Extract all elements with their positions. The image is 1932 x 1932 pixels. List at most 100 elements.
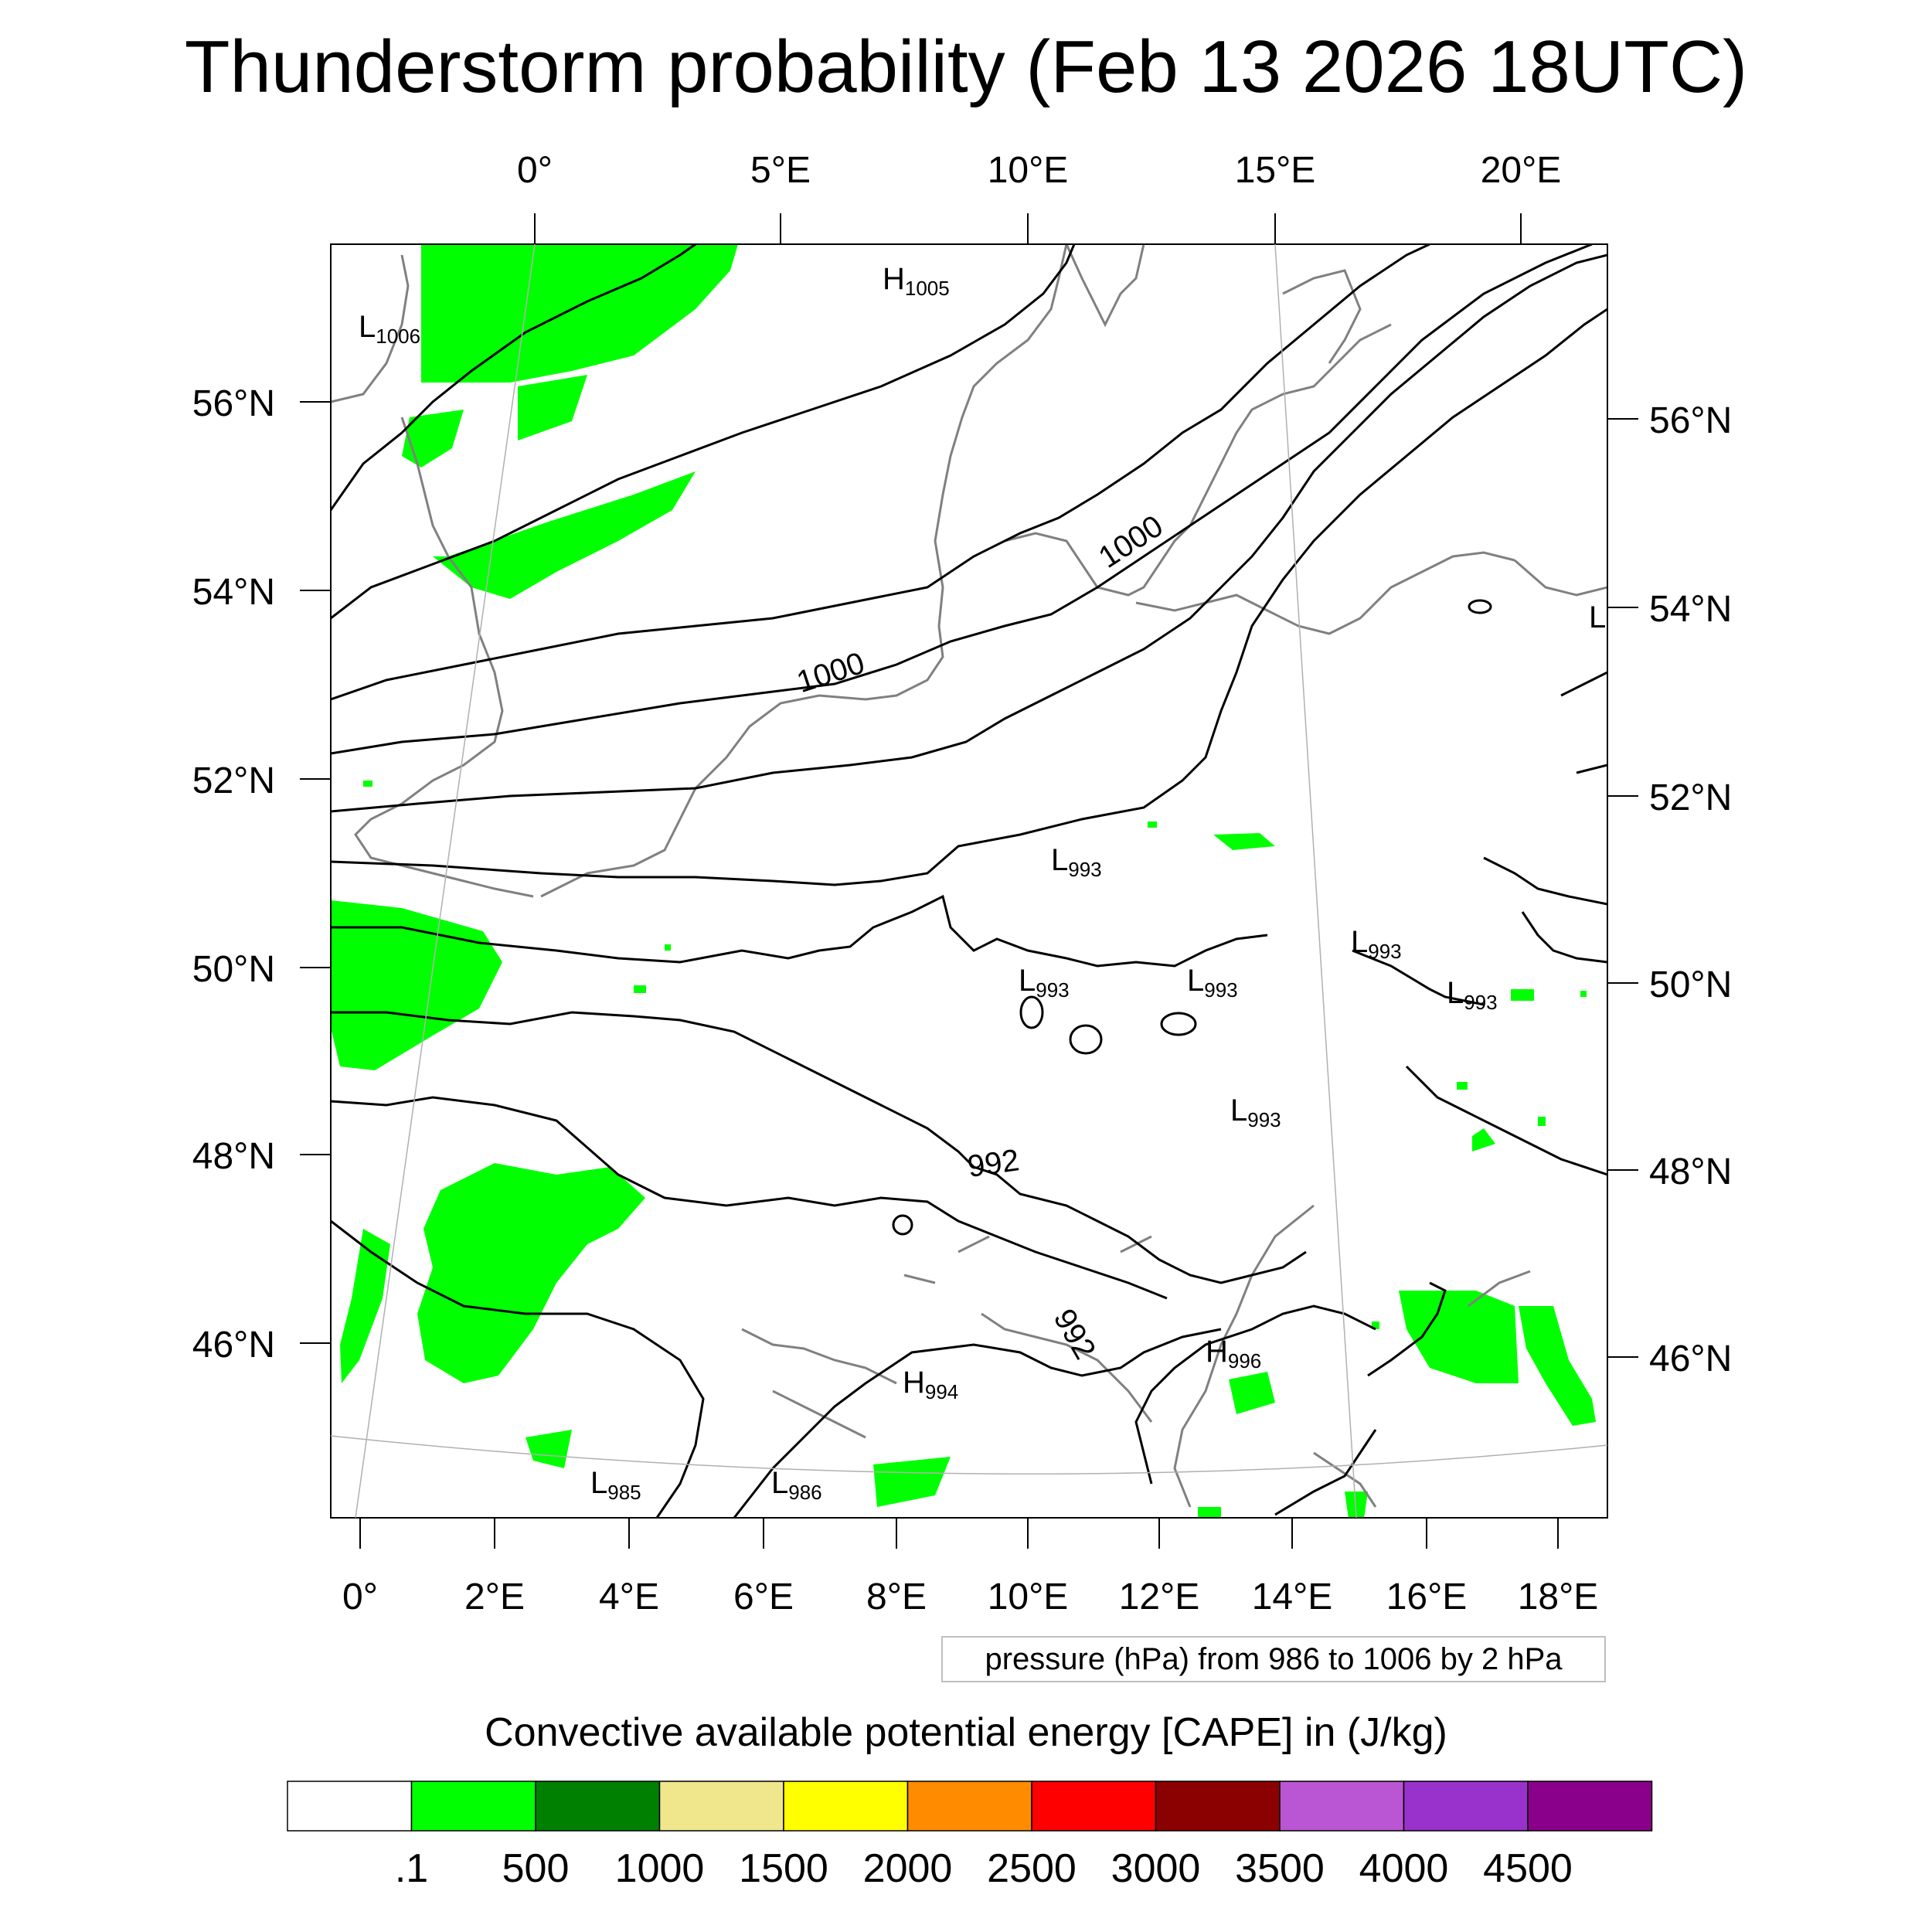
coastline-continent (540, 244, 1068, 898)
coastline-denmark-islands (1004, 323, 1392, 597)
pressure-center: L1006 (359, 310, 420, 348)
pressure-center: L985 (590, 1466, 641, 1504)
bottom-lon-label: 16°E (1386, 1577, 1468, 1617)
pressure-center: L993 (1230, 1094, 1281, 1131)
colorbar-swatch (410, 1781, 536, 1832)
pressure-center: H994 (903, 1366, 958, 1403)
cape-speck (1580, 991, 1587, 997)
isobar (1274, 1429, 1377, 1516)
colorbar-tick-label: 3000 (1111, 1846, 1201, 1891)
isobar (331, 308, 1607, 886)
bottom-lon-label: 6°E (733, 1577, 794, 1617)
isobar (1352, 949, 1485, 1006)
cape-area-italy-coast (1345, 1492, 1368, 1518)
cape-speck (363, 781, 372, 787)
colorbar-tick-label: 4500 (1483, 1846, 1573, 1891)
top-lon-label: 15°E (1235, 150, 1316, 191)
graticule (331, 244, 1607, 1518)
colorbar-swatch (1279, 1781, 1405, 1832)
coastline-britain (331, 254, 534, 898)
pressure-center: L993 (1051, 843, 1102, 881)
left-lat-label: 56°N (192, 383, 275, 424)
isobar-label: 1000 (793, 646, 869, 699)
cape-area-north-sea (421, 244, 738, 383)
colorbar-swatch (1155, 1781, 1281, 1832)
top-lon-label: 0° (517, 150, 553, 191)
cape-area-hungary (1399, 1291, 1519, 1383)
coastline-baltic-south (1135, 551, 1515, 635)
colorbar-tick-label: 1500 (739, 1846, 828, 1891)
left-lat-label: 46°N (192, 1325, 275, 1366)
cape-area-dutch-coast (518, 375, 587, 440)
cape-speck (1538, 1117, 1546, 1126)
coastline-gulf-of-lion (741, 1328, 897, 1439)
isobar (331, 244, 1076, 620)
isobar (331, 244, 696, 511)
cape-area-adriatic (1198, 1507, 1221, 1518)
cape-area-bay-of-biscay (340, 1229, 390, 1383)
cape-speck (634, 985, 646, 993)
right-lat-label: 52°N (1649, 777, 1732, 818)
pressure-center: L (1589, 600, 1606, 634)
cape-area-czech (1511, 989, 1534, 1001)
colorbar-tick-label: .1 (395, 1846, 428, 1891)
bottom-lon-label: 8°E (866, 1577, 927, 1617)
colorbar-swatch (906, 1781, 1032, 1832)
bottom-lon-label: 0° (342, 1577, 378, 1617)
colorbar-swatch (658, 1781, 784, 1832)
isobar-label: 992 (1047, 1304, 1102, 1366)
cape-area-ligurian (873, 1457, 951, 1507)
isobar (1367, 1281, 1447, 1377)
pressure-center: H1005 (883, 262, 950, 300)
bottom-lon-label: 10°E (988, 1577, 1069, 1617)
colorbar-tick-label: 1000 (615, 1846, 705, 1891)
cape-area-carpathian (1519, 1306, 1596, 1426)
chart-title: Thunderstorm probability (Feb 13 2026 18… (184, 26, 1748, 108)
isobar (331, 894, 1268, 968)
left-lat-label: 48°N (192, 1136, 275, 1177)
colorbar-swatch (287, 1781, 413, 1832)
coastline-adriatic (1173, 1204, 1315, 1508)
cape-speck (665, 944, 671, 951)
bottom-lon-label: 18°E (1518, 1577, 1599, 1617)
isobar-closed (1069, 1024, 1103, 1055)
bottom-lon-label: 4°E (599, 1577, 659, 1617)
cape-area-croatia (1472, 1128, 1495, 1151)
isobar (331, 1219, 705, 1518)
cape-area-poland (1213, 833, 1275, 850)
top-lon-label: 20°E (1481, 150, 1562, 191)
axis-ticks (300, 213, 1638, 1549)
coastline-alps-lakes (903, 1235, 1152, 1284)
isobars (331, 244, 1607, 1518)
top-lon-label: 10°E (988, 150, 1069, 191)
coastline-italy-west (981, 1312, 1153, 1423)
bottom-lon-label: 14°E (1252, 1577, 1333, 1617)
left-lat-label: 52°N (192, 760, 275, 801)
cape-area-east-england (402, 410, 464, 468)
cape-area-corsica (1229, 1372, 1275, 1414)
isobar-label: 992 (965, 1143, 1021, 1184)
cape-speck (1148, 821, 1157, 828)
cape-area-france (417, 1163, 645, 1383)
coastline-croatia (1313, 1451, 1377, 1508)
cape-area-channel-band (433, 471, 696, 599)
coastline-sweden (1065, 244, 1145, 328)
right-lat-label: 56°N (1649, 400, 1732, 441)
isobar (1560, 671, 1607, 697)
colorbar-swatch (1031, 1781, 1157, 1832)
colorbar-tick-label: 2500 (987, 1846, 1077, 1891)
right-lat-label: 48°N (1649, 1151, 1732, 1192)
colorbar-swatch (1527, 1781, 1653, 1832)
right-lat-label: 54°N (1649, 589, 1732, 630)
coastline-baltic-east (1282, 269, 1607, 597)
isobar (1521, 911, 1607, 964)
isobar (331, 253, 1607, 813)
colorbar-tick-label: 4000 (1359, 1846, 1449, 1891)
pressure-center: L993 (1447, 976, 1498, 1014)
right-lat-label: 50°N (1649, 964, 1732, 1005)
colorbar-tick-label: 2000 (863, 1846, 953, 1891)
left-lat-label: 54°N (192, 572, 275, 613)
cape-area-brittany (331, 900, 502, 1070)
bottom-lon-label: 2°E (464, 1577, 525, 1617)
colorbar-tick-label: 500 (502, 1846, 570, 1891)
